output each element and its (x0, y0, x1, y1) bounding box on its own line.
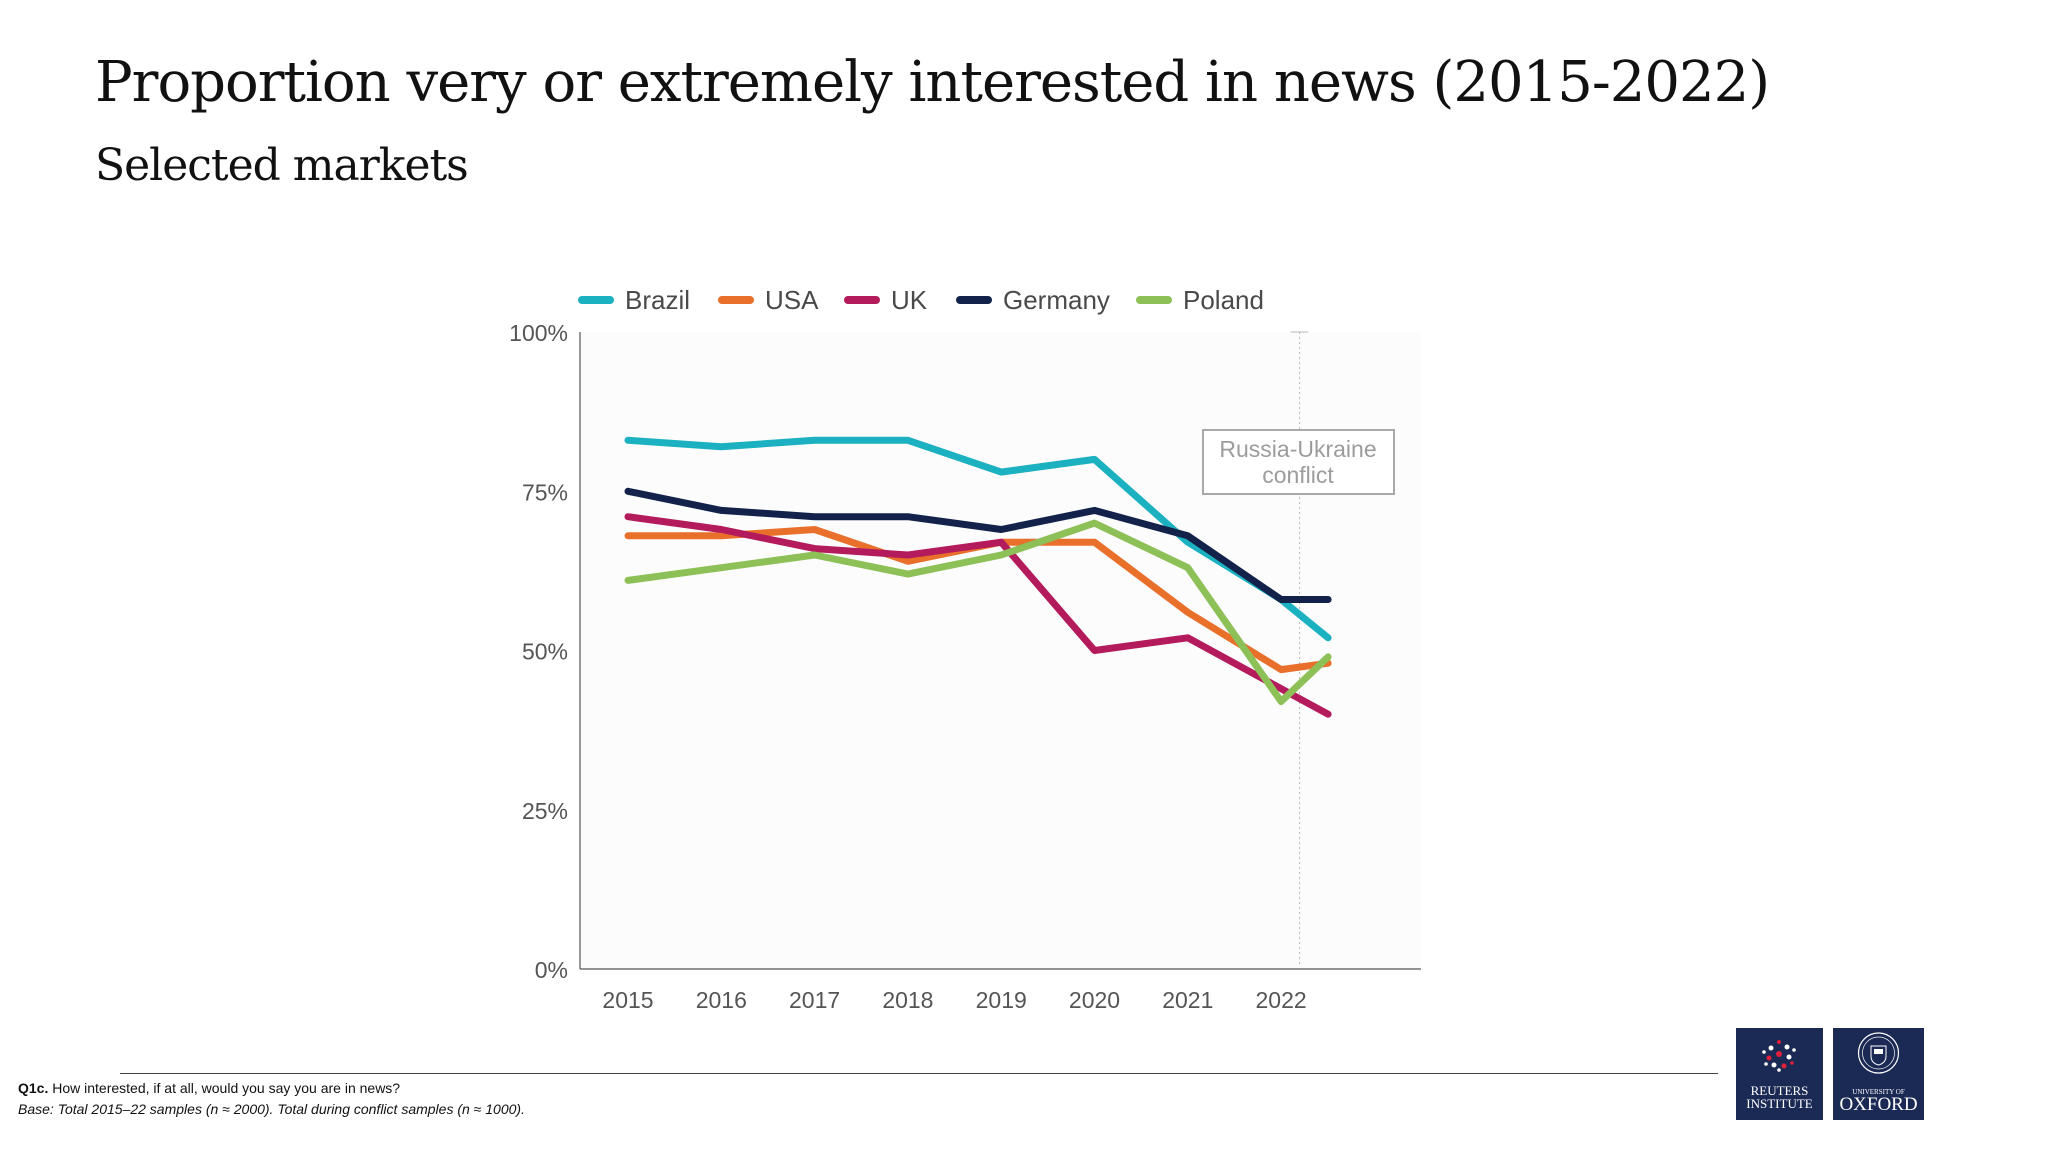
oxford-logo-line2: OXFORD (1839, 1094, 1918, 1115)
annotation-text-line2: conflict (1262, 462, 1334, 488)
footnote-base: Base: Total 2015–22 samples (n ≈ 2000). … (18, 1101, 525, 1117)
oxford-logo-line1: UNIVERSITY OF (1852, 1088, 1905, 1096)
y-tick-label: 100% (509, 320, 568, 346)
plot-area (580, 332, 1421, 969)
x-tick-label: 2021 (1162, 987, 1213, 1013)
y-tick-label: 75% (522, 479, 568, 505)
footnote-question-text: How interested, if at all, would you say… (48, 1080, 401, 1096)
annotation-text-line1: Russia-Ukraine (1219, 436, 1376, 462)
y-tick-label: 25% (522, 798, 568, 824)
legend-label-brazil: Brazil (625, 285, 690, 315)
legend-label-uk: UK (891, 285, 928, 315)
reuters-institute-logo: REUTERS INSTITUTE (1736, 1028, 1823, 1120)
page-title: Proportion very or extremely interested … (95, 50, 1770, 115)
reuters-dots-icon (1762, 1040, 1796, 1072)
chart-series (624, 436, 1332, 718)
y-tick-label: 0% (535, 957, 568, 983)
legend-label-germany: Germany (1003, 285, 1110, 315)
chart-legend: Brazil USA UK Germany Poland (578, 285, 1264, 315)
series-line-uk (624, 513, 1332, 718)
annotation-box (1202, 429, 1395, 495)
x-tick-label: 2022 (1256, 987, 1307, 1013)
legend-label-usa: USA (765, 285, 819, 315)
y-tick-label: 50% (522, 639, 568, 665)
x-tick-label: 2015 (602, 987, 653, 1013)
series-line-germany (624, 487, 1332, 603)
footer-divider (120, 1073, 1718, 1074)
footnote-question: Q1c. How interested, if at all, would yo… (18, 1080, 400, 1096)
reuters-logo-line1: REUTERS (1750, 1083, 1809, 1098)
oxford-university-logo: UNIVERSITY OF OXFORD (1833, 1028, 1924, 1120)
legend-label-poland: Poland (1183, 285, 1264, 315)
page-subtitle: Selected markets (95, 140, 469, 191)
x-tick-label: 2017 (789, 987, 840, 1013)
oxford-crest-icon (1857, 1032, 1900, 1074)
x-tick-label: 2020 (1069, 987, 1120, 1013)
series-line-poland (624, 519, 1332, 705)
footnote-question-label: Q1c. (18, 1080, 49, 1096)
x-tick-label: 2016 (696, 987, 747, 1013)
x-tick-label: 2018 (882, 987, 933, 1013)
x-tick-label: 2019 (976, 987, 1027, 1013)
reuters-logo-line2: INSTITUTE (1746, 1096, 1813, 1111)
